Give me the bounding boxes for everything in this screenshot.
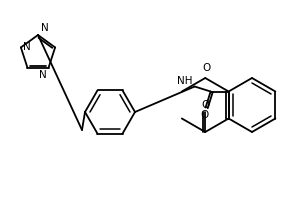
Text: O: O xyxy=(200,110,209,120)
Text: NH: NH xyxy=(177,75,193,86)
Text: N: N xyxy=(23,42,31,52)
Text: N: N xyxy=(39,70,46,80)
Text: O: O xyxy=(201,100,209,110)
Text: O: O xyxy=(202,63,210,73)
Text: N: N xyxy=(41,23,49,33)
